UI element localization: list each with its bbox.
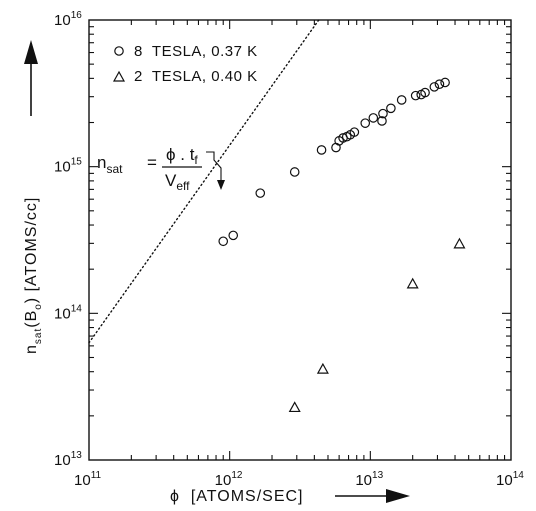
legend-triangle-marker: [112, 70, 126, 82]
axis-ticks: [89, 20, 511, 460]
data-point-circle: [434, 79, 445, 89]
data-point-triangle: [406, 277, 419, 289]
y-tick-label: 1015: [54, 157, 82, 176]
legend-circle-marker: [114, 46, 124, 56]
y-tick-label: 1016: [54, 10, 82, 29]
data-point-circle: [386, 103, 396, 114]
x-tick-label: 1011: [74, 470, 102, 489]
data-points-layer: [218, 77, 466, 413]
legend: 8 TESLA, 0.37 K 2 TESLA, 0.40 K: [112, 43, 258, 85]
formula-equals: =: [147, 153, 157, 172]
formula-annotation: nsat = ϕ . tf Veff: [97, 145, 225, 193]
data-point-circle: [429, 82, 440, 92]
legend-entry-8-tesla: 8 TESLA, 0.37 K: [134, 43, 258, 60]
data-point-circle: [218, 236, 229, 247]
x-tick-label: 1014: [496, 470, 524, 489]
data-point-circle: [420, 87, 430, 98]
data-point-circle: [228, 230, 239, 241]
reference-line: [88, 19, 320, 344]
y-axis-arrowhead: [24, 40, 38, 64]
data-point-circle: [377, 116, 387, 126]
formula-pointer-arrow: [206, 151, 222, 183]
formula-lhs: nsat: [97, 153, 123, 176]
data-point-circle: [349, 127, 360, 137]
reference-line-layer: [88, 19, 320, 344]
x-axis-arrowhead: [386, 489, 410, 503]
tick-labels-layer: 1011 1012 1013 1014 1013 1014 1015 1016: [54, 10, 524, 489]
data-point-circle: [440, 77, 450, 88]
x-tick-label: 1012: [215, 470, 243, 489]
data-point-circle: [410, 90, 421, 101]
plot-frame: [88, 19, 512, 461]
data-point-circle: [316, 145, 327, 155]
x-axis-label: ϕ [ATOMS/SEC]: [170, 488, 304, 505]
formula-denominator: Veff: [165, 171, 190, 193]
y-tick-label: 1013: [54, 450, 82, 469]
data-point-triangle: [453, 237, 466, 249]
formula-numerator: ϕ . tf: [166, 145, 198, 167]
y-axis-label: nsat(Bo) [ATOMS/cc]: [23, 197, 44, 354]
data-point-circle: [360, 118, 371, 128]
x-axis-label-group: ϕ [ATOMS/SEC]: [170, 488, 410, 505]
y-tick-label: 1014: [54, 303, 82, 322]
legend-entry-2-tesla: 2 TESLA, 0.40 K: [134, 68, 258, 85]
y-axis-label-group: nsat(Bo) [ATOMS/cc]: [23, 40, 44, 354]
data-point-circle: [255, 188, 266, 198]
data-point-circle: [396, 95, 407, 105]
formula-pointer-arrowhead: [217, 180, 225, 190]
data-point-circle: [368, 113, 379, 123]
data-point-circle: [289, 167, 300, 177]
data-point-triangle: [288, 401, 301, 413]
data-point-triangle: [316, 362, 329, 374]
x-tick-label: 1013: [355, 470, 383, 489]
data-point-circle: [378, 108, 388, 119]
